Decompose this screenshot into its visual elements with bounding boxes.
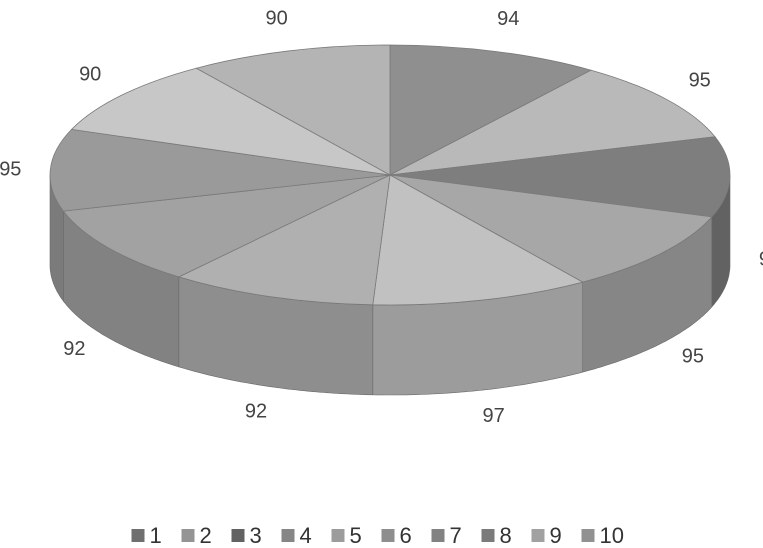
legend-label-9: 9 — [550, 523, 562, 548]
legend-swatch-2 — [181, 529, 195, 542]
data-label-8: 95 — [0, 159, 21, 181]
legend-item-7: 7 — [431, 523, 462, 548]
data-label-3: 93 — [759, 249, 763, 271]
legend-item-9: 9 — [531, 523, 562, 548]
data-labels: 94 95 93 95 97 92 92 95 90 90 — [0, 8, 763, 427]
legend-item-5: 5 — [331, 523, 362, 548]
legend-label-5: 5 — [350, 523, 362, 548]
data-label-10: 90 — [265, 8, 287, 30]
pie-slice-4 — [389, 174, 713, 283]
legend-label-10: 10 — [600, 523, 624, 548]
legend-item-10: 10 — [581, 523, 624, 548]
data-label-9: 90 — [79, 64, 101, 86]
pie-slices — [49, 44, 731, 306]
data-label-1: 94 — [497, 8, 519, 30]
data-label-5: 97 — [482, 405, 504, 427]
legend-item-4: 4 — [281, 523, 312, 548]
pie-slice-8 — [49, 128, 391, 212]
legend-label-8: 8 — [500, 523, 512, 548]
legend-swatch-8 — [481, 529, 495, 542]
legend-label-4: 4 — [300, 523, 312, 548]
legend-swatch-9 — [531, 529, 545, 542]
data-label-7: 92 — [63, 338, 85, 360]
legend-swatch-3 — [231, 529, 245, 542]
pie-slice-6 — [177, 174, 391, 306]
data-label-2: 95 — [689, 69, 711, 91]
pie-slice-10 — [195, 44, 391, 176]
pie-slice-2 — [389, 69, 716, 176]
legend-swatch-5 — [331, 529, 345, 542]
legend-item-3: 3 — [231, 523, 262, 548]
legend-label-7: 7 — [450, 523, 462, 548]
legend-label-3: 3 — [250, 523, 262, 548]
pie-slice-5 — [372, 174, 584, 306]
legend-item-8: 8 — [481, 523, 512, 548]
legend-swatch-10 — [581, 529, 595, 542]
legend-swatch-4 — [281, 529, 295, 542]
pie-slice-9 — [70, 67, 391, 176]
legend-item-2: 2 — [181, 523, 212, 548]
legend-item-1: 1 — [131, 523, 162, 548]
legend-label-1: 1 — [150, 523, 162, 548]
legend-swatch-1 — [131, 529, 145, 542]
data-label-6: 92 — [245, 400, 267, 422]
legend-swatch-7 — [431, 529, 445, 542]
legend-label-6: 6 — [400, 523, 412, 548]
legend-item-6: 6 — [381, 523, 412, 548]
pie-slice-3 — [389, 136, 731, 218]
legend-label-2: 2 — [200, 523, 212, 548]
legend-swatch-6 — [381, 529, 395, 542]
data-label-4: 95 — [682, 346, 704, 368]
pie-slice-7 — [62, 174, 391, 278]
legend: 1 2 3 4 5 6 7 8 9 10 — [131, 523, 624, 548]
pie-slice-1 — [389, 44, 593, 176]
